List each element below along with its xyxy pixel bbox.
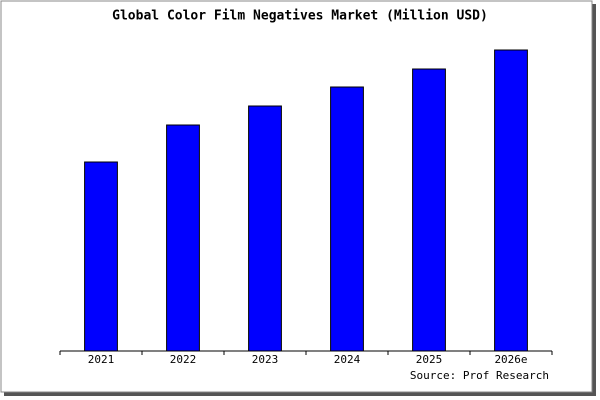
x-tick-label: 2024 <box>334 353 361 366</box>
x-tick-label: 2023 <box>252 353 279 366</box>
bar <box>248 105 282 352</box>
bar <box>166 124 200 352</box>
source-note: Source: Prof Research <box>410 369 549 382</box>
bar <box>330 86 364 352</box>
bar <box>494 49 528 352</box>
bar <box>84 161 118 352</box>
x-tick-label: 2022 <box>170 353 197 366</box>
x-tick-label: 2025 <box>416 353 443 366</box>
bar <box>412 68 446 352</box>
x-tick-label: 2026e <box>494 353 527 366</box>
x-tick-label: 2021 <box>88 353 115 366</box>
chart-title: Global Color Film Negatives Market (Mill… <box>112 9 488 24</box>
